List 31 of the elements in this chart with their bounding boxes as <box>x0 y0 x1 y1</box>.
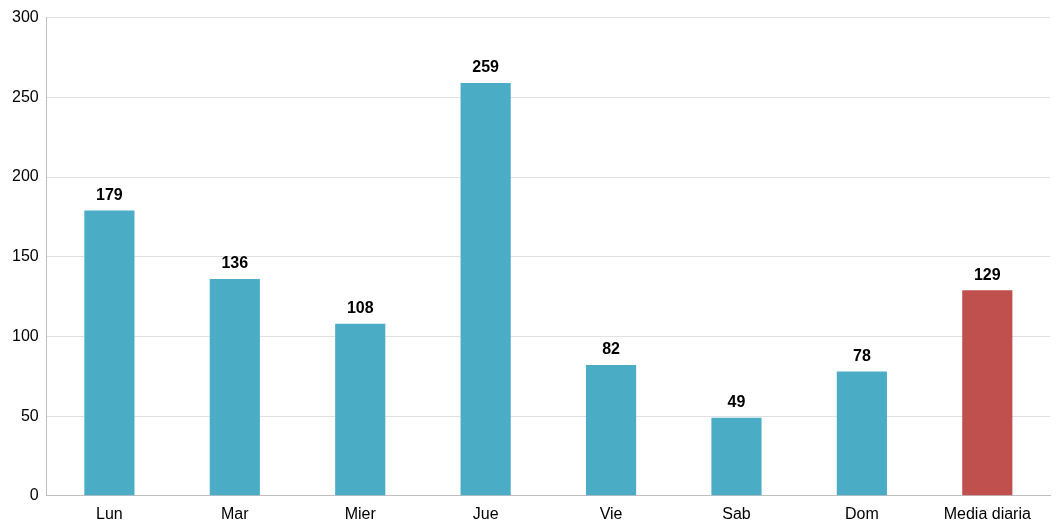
x-tick-label: Vie <box>599 504 623 522</box>
data-label: 259 <box>472 58 500 76</box>
y-tick-label: 100 <box>11 326 39 344</box>
bar <box>209 279 260 496</box>
y-tick-label: 200 <box>11 167 39 185</box>
x-tick-label: Media diaria <box>943 504 1031 522</box>
y-tick-label: 150 <box>11 247 39 265</box>
y-tick-label: 300 <box>11 8 39 26</box>
bar <box>836 371 887 496</box>
bar <box>962 290 1013 496</box>
bar <box>585 365 637 496</box>
y-tick-label: 50 <box>20 406 39 424</box>
data-label: 49 <box>727 393 746 411</box>
data-label: 78 <box>852 346 871 364</box>
x-tick-label: Lun <box>96 504 123 522</box>
x-tick-label: Mier <box>344 504 377 522</box>
bar <box>335 323 386 496</box>
x-tick-label: Jue <box>472 504 499 522</box>
x-tick-label: Mar <box>221 504 250 522</box>
bar <box>84 210 135 496</box>
x-tick-label: Sab <box>722 504 751 522</box>
y-tick-label: 250 <box>11 87 39 105</box>
data-label: 82 <box>602 340 621 358</box>
data-label: 136 <box>221 254 249 272</box>
x-tick-label: Dom <box>844 504 879 522</box>
bar <box>460 82 511 496</box>
data-label: 108 <box>346 299 374 317</box>
bar <box>711 417 762 496</box>
y-tick-label: 0 <box>29 486 39 504</box>
data-label: 129 <box>973 265 1001 283</box>
data-label: 179 <box>96 185 123 203</box>
